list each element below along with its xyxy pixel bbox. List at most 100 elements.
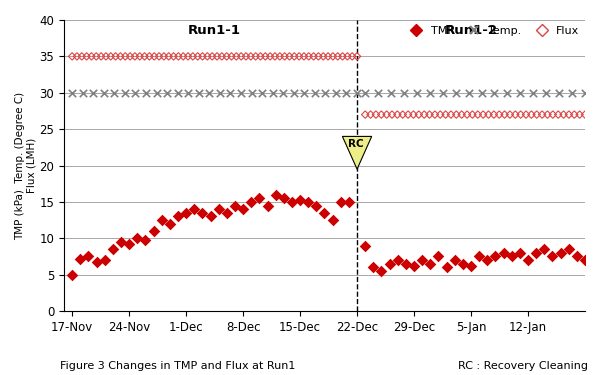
Point [125,53,135,59]
Point [569,112,579,118]
Point [212,53,222,59]
Point [289,53,299,59]
Text: RC : Recovery Cleaning: RC : Recovery Cleaning [458,361,588,371]
Point [371,112,381,118]
Text: Figure 3 Changes in TMP and Flux at Run1: Figure 3 Changes in TMP and Flux at Run1 [60,361,295,371]
Point [217,53,227,59]
Point [299,53,309,59]
Point [309,53,319,59]
Point [338,53,347,59]
Point [208,53,217,59]
Point [436,112,445,118]
Point [386,90,396,96]
Point [121,53,130,59]
Point [446,112,456,118]
Point [466,263,476,269]
Point [425,112,434,118]
Point [67,90,77,96]
Point [567,90,577,96]
Point [580,90,590,96]
Point [564,112,574,118]
Point [539,246,549,252]
Point [314,53,323,59]
Point [111,53,121,59]
Point [499,250,508,256]
Point [331,90,341,96]
Point [500,112,509,118]
Point [154,53,164,59]
Point [106,53,116,59]
Point [67,53,77,59]
Point [149,228,158,234]
Point [304,53,314,59]
Point [83,254,93,260]
Point [173,53,183,59]
Point [135,53,145,59]
Point [299,90,309,96]
Point [203,53,212,59]
Point [159,53,169,59]
Point [361,243,370,249]
Point [419,112,429,118]
Point [320,90,330,96]
Point [589,250,598,256]
Point [328,53,338,59]
Point [304,199,313,205]
Point [260,53,270,59]
Point [99,90,109,96]
Point [140,237,150,243]
Y-axis label: TMP (kPa)  Temp. (Degree C)
Flux (LMH): TMP (kPa) Temp. (Degree C) Flux (LMH) [15,92,37,240]
Point [77,53,86,59]
Point [398,112,407,118]
Point [295,197,305,203]
Point [478,112,488,118]
Point [289,90,299,96]
Point [140,53,149,59]
Point [181,210,191,216]
Point [559,112,568,118]
Point [265,53,275,59]
Point [532,250,541,256]
Point [116,239,126,245]
Point [475,254,484,260]
Text: Run1-1: Run1-1 [188,24,241,38]
Point [556,250,565,256]
Point [206,213,215,219]
Point [100,257,109,263]
Point [271,192,280,198]
Point [462,112,472,118]
Point [145,53,154,59]
Point [311,202,321,208]
Point [441,112,451,118]
Point [515,90,525,96]
Point [236,90,246,96]
Point [392,112,402,118]
Point [164,53,173,59]
Point [131,90,140,96]
Point [564,246,574,252]
Point [319,53,328,59]
Point [130,53,140,59]
Point [78,90,88,96]
Point [294,53,304,59]
Point [458,261,467,267]
Point [554,90,564,96]
Point [538,112,547,118]
Point [141,90,151,96]
Point [120,90,130,96]
Point [215,90,224,96]
Point [347,53,357,59]
Point [227,53,236,59]
Point [377,268,386,274]
Point [287,199,297,205]
Point [341,90,351,96]
Point [268,90,277,96]
Point [442,264,451,270]
Point [279,195,289,201]
Point [88,90,98,96]
Point [238,206,248,212]
Point [387,112,397,118]
Point [152,90,161,96]
Point [438,90,448,96]
Point [178,53,188,59]
